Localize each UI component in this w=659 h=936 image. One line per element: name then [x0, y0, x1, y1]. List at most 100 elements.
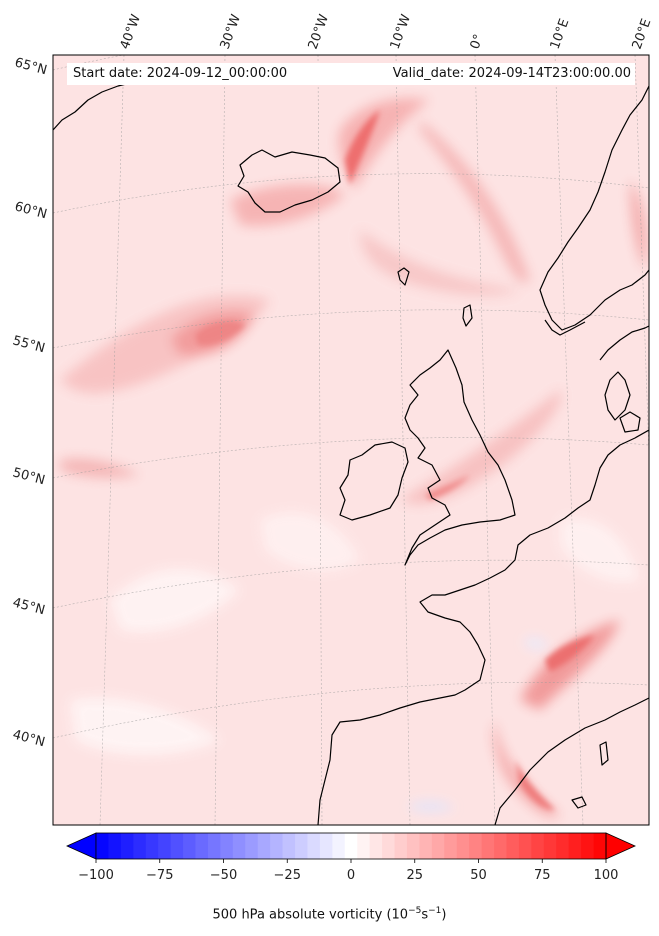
colorbar-cell [145, 833, 159, 859]
colorbar-cell [332, 833, 346, 859]
colorbar-cell [506, 833, 520, 859]
vorticity-band [493, 720, 560, 818]
shetland-islands [462, 304, 473, 327]
lat-label: 65°N [13, 55, 49, 78]
lat-label: 45°N [11, 595, 47, 618]
lat-label: 60°N [13, 199, 49, 222]
colorbar-title-tail: ) [441, 907, 447, 923]
latitude-labels: 65°N 60°N 55°N 50°N 45°N 40°N [11, 55, 49, 750]
vorticity-band [400, 390, 562, 504]
colorbar-cell [232, 833, 246, 859]
scandinavia-coast [539, 85, 649, 331]
ireland-coast [339, 441, 409, 521]
colorbar-cell [568, 833, 582, 859]
colorbar-cell [369, 833, 383, 859]
lon-label: 0° [468, 32, 487, 51]
colorbar-cell [581, 833, 594, 859]
lat-label: 50°N [11, 465, 47, 488]
lon-label: 10°W [388, 12, 414, 51]
mallorca-island [571, 796, 587, 809]
colorbar-cell [170, 833, 184, 859]
colorbar-title-exp1: −5 [408, 906, 422, 916]
colorbar-cell [543, 833, 557, 859]
colorbar-cell [357, 833, 371, 859]
colorbar-cell [456, 833, 470, 859]
lon-label: 20°W [306, 12, 332, 51]
colorbar-cell [195, 833, 209, 859]
colorbar-cell [257, 833, 271, 859]
valid-date-label: Valid_date: 2024-09-14T23:00:00.00 [367, 63, 635, 85]
map-panel [52, 54, 650, 826]
lon-label: 40°W [118, 12, 144, 51]
colorbar: −100 −75 −50 −25 0 25 50 75 100 [66, 832, 636, 883]
vorticity-low [110, 568, 240, 633]
vorticity-band [338, 98, 430, 190]
colorbar-title-main: 500 hPa absolute vorticity (10 [212, 907, 409, 923]
colorbar-cell [344, 833, 358, 859]
vorticity-core [195, 321, 245, 346]
colorbar-cell [207, 833, 221, 859]
vorticity-band [230, 184, 345, 226]
baltic-island [619, 411, 641, 433]
colorbar-cell [494, 833, 507, 859]
start-date-label: Start date: 2024-09-12_00:00:00 [67, 63, 373, 85]
colorbar-cell [518, 833, 532, 859]
lon-label: 20°E [630, 17, 655, 52]
colorbar-extend-min [66, 832, 97, 860]
vorticity-core [545, 635, 595, 672]
lon-label: 30°W [218, 12, 244, 51]
lat-label: 55°N [11, 333, 47, 356]
colorbar-cell [419, 833, 433, 859]
vorticity-negative [525, 637, 548, 649]
longitude-labels: 40°W 30°W 20°W 10°W 0° 10°E 20°E [118, 12, 655, 51]
denmark-coast [604, 371, 631, 421]
colorbar-tick-label: 25 [406, 868, 423, 883]
vorticity-negative [410, 802, 455, 811]
lat-label: 40°N [11, 727, 47, 750]
colorbar-cell [120, 833, 134, 859]
colorbar-cell [319, 833, 333, 859]
sweden-coast [599, 325, 649, 361]
colorbar-tick-label: 50 [470, 868, 487, 883]
colorbar-cell [431, 833, 445, 859]
lon-label: 10°E [548, 17, 573, 52]
colorbar-cell [96, 833, 109, 859]
graticule [53, 55, 649, 825]
vorticity-band [60, 458, 140, 478]
colorbar-cell [481, 833, 495, 859]
colorbar-title-mid: s [421, 907, 429, 923]
colorbar-tick-label: −25 [274, 868, 301, 883]
mediterranean-coast [494, 697, 649, 825]
colorbar-extend-max [605, 832, 636, 860]
colorbar-cell [444, 833, 458, 859]
great-britain-coast [404, 349, 516, 566]
colorbar-cells [96, 833, 607, 859]
colorbar-tick-label: 100 [594, 868, 619, 883]
colorbar-cell [307, 833, 321, 859]
colorbar-cell [556, 833, 570, 859]
colorbar-cell [382, 833, 395, 859]
colorbar-title: 500 hPa absolute vorticity (10−5s−1) [0, 906, 659, 922]
colorbar-cell [593, 833, 607, 859]
colorbar-tick-label: 0 [347, 868, 355, 883]
colorbar-cell [270, 833, 283, 859]
corsica-island [599, 741, 609, 766]
colorbar-title-exp2: −1 [428, 906, 442, 916]
vorticity-band [520, 620, 620, 710]
map-frame [52, 54, 650, 826]
coastlines [53, 77, 649, 825]
vorticity-band [630, 180, 647, 270]
colorbar-ticks: −100 −75 −50 −25 0 25 50 75 100 [78, 859, 618, 883]
colorbar-tick-label: −50 [210, 868, 237, 883]
vorticity-field [60, 98, 647, 818]
colorbar-tick-label: 75 [534, 868, 551, 883]
colorbar-cell [282, 833, 296, 859]
colorbar-cell [406, 833, 420, 859]
vorticity-low [560, 518, 640, 583]
norway-south-coast [544, 319, 586, 336]
vorticity-band [420, 120, 530, 283]
colorbar-cell [133, 833, 147, 859]
colorbar-cell [108, 833, 122, 859]
vorticity-core [425, 475, 470, 500]
